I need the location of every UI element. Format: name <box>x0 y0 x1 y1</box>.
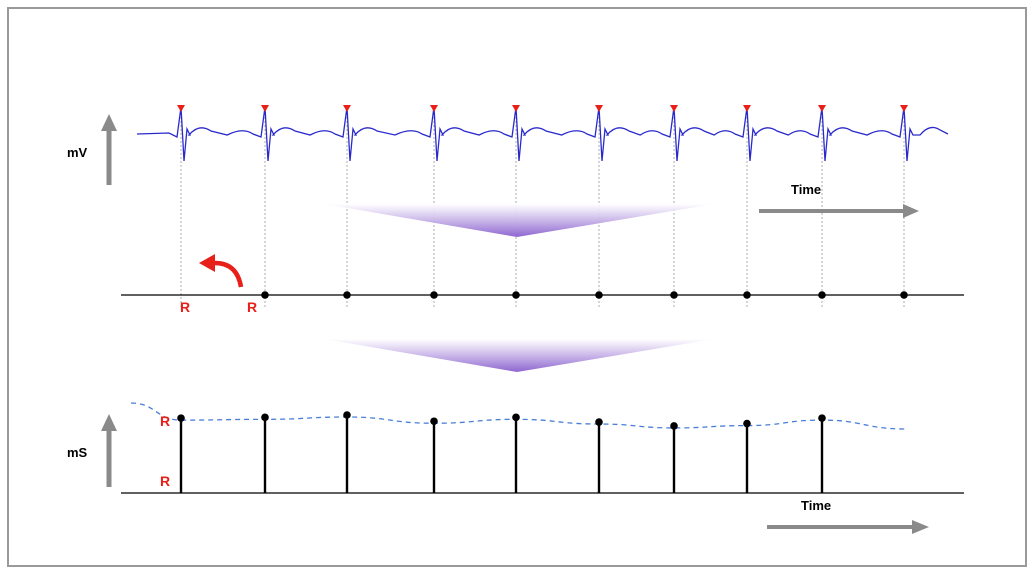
r-peak-dot <box>261 291 269 299</box>
r-peak-dot <box>743 291 751 299</box>
r-peak-dot <box>512 291 520 299</box>
interval-point <box>818 414 826 422</box>
r-peak-dot <box>818 291 826 299</box>
time-label-top: Time <box>791 182 821 197</box>
ecg-section <box>136 105 949 162</box>
ms-axis-arrow <box>101 414 117 487</box>
rr-interval-chart <box>130 402 907 493</box>
red-triangle-marker <box>818 105 826 112</box>
r-peak-dot <box>900 291 908 299</box>
interval-point <box>670 422 678 430</box>
interval-point <box>430 417 438 426</box>
r-peak-dot <box>343 291 351 299</box>
time-arrow-bottom <box>767 520 929 534</box>
r-peak-markers <box>177 105 908 112</box>
mv-axis-arrow <box>101 114 117 185</box>
interval-point <box>343 411 351 419</box>
r-peak-dot <box>595 291 603 299</box>
r-label-second: R <box>247 299 257 315</box>
mv-axis-label: mV <box>67 145 88 160</box>
red-triangle-marker <box>343 105 351 112</box>
ecg-trace <box>136 106 949 162</box>
r-peak-timeline-dots <box>261 291 908 299</box>
interval-point <box>512 413 520 422</box>
r-label-first: R <box>180 299 190 315</box>
interval-stems <box>177 411 826 493</box>
transformation-funnel-top <box>324 204 714 237</box>
interval-point <box>261 413 269 422</box>
time-label-bottom: Time <box>801 498 831 513</box>
red-triangle-marker <box>743 105 751 112</box>
r-peak-dot <box>430 291 438 299</box>
time-arrow-top <box>759 204 919 218</box>
red-triangle-marker <box>670 105 678 112</box>
transformation-funnel-bottom <box>324 339 714 372</box>
r-label-interval-top: R <box>160 413 170 429</box>
interval-point <box>743 419 751 428</box>
ecg-rr-interval-diagram: mV Time R R mS R <box>67 105 964 534</box>
r-peak-dot <box>670 291 678 299</box>
r-label-interval-bottom: R <box>160 473 170 489</box>
diagram-frame: mV Time R R mS R <box>7 7 1027 567</box>
interval-point <box>595 418 603 426</box>
red-triangle-marker <box>512 105 520 112</box>
ms-axis-label: mS <box>67 445 88 460</box>
red-triangle-marker <box>177 105 185 112</box>
red-triangle-marker <box>430 105 438 112</box>
red-triangle-marker <box>595 105 603 112</box>
curved-red-arrow-icon <box>199 254 244 288</box>
red-triangle-marker <box>261 105 269 112</box>
interval-point <box>177 414 185 422</box>
red-triangle-marker <box>900 105 908 112</box>
